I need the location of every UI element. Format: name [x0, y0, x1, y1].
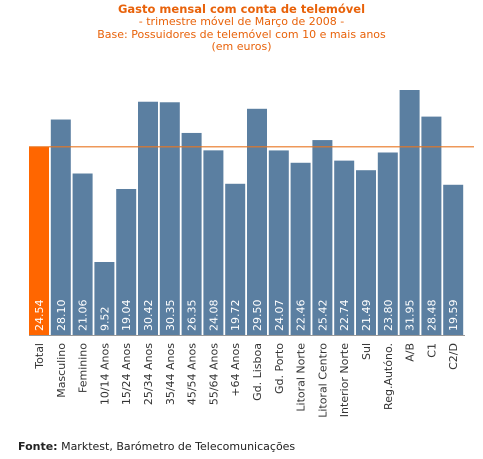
bar-value-label-6: 30.35 — [164, 300, 177, 332]
category-label-14: Interior Norte — [338, 343, 351, 417]
bar-value-label-19: 19.59 — [447, 300, 460, 332]
bar-3 — [94, 261, 115, 335]
bar-value-label-10: 29.50 — [251, 300, 264, 332]
bar-6 — [159, 102, 180, 336]
bar-4 — [116, 188, 137, 335]
bar-19 — [443, 184, 464, 335]
category-label-6: 35/44 Anos — [164, 343, 177, 405]
bar-value-label-2: 21.06 — [77, 300, 90, 332]
bar-value-label-18: 28.48 — [425, 300, 438, 332]
bar-10 — [247, 108, 267, 335]
bar-5 — [138, 101, 158, 335]
bar-1 — [50, 119, 71, 335]
bar-0 — [29, 146, 49, 335]
chart-subtitle-base: Base: Possuidores de telemóvel com 10 e … — [97, 27, 386, 41]
category-label-16: Reg.Autóno. — [382, 343, 395, 410]
bar-11 — [268, 150, 289, 335]
bar-value-label-16: 23.80 — [382, 300, 395, 332]
bar-value-label-15: 21.49 — [360, 300, 373, 332]
bar-value-label-3: 9.52 — [98, 307, 111, 332]
bar-value-label-14: 22.74 — [338, 300, 351, 332]
category-label-19: C2/D — [447, 343, 460, 370]
bar-14 — [334, 160, 355, 335]
bar-value-label-7: 26.35 — [186, 300, 199, 332]
category-label-17: A/B — [404, 343, 417, 362]
category-label-12: Litoral Norte — [295, 343, 308, 412]
category-label-0: Total — [33, 343, 46, 370]
bar-16 — [377, 152, 398, 335]
source-label: Fonte: — [18, 440, 58, 453]
bar-value-label-8: 24.08 — [207, 300, 220, 332]
bar-value-label-17: 31.95 — [404, 300, 417, 332]
category-label-1: Masculino — [55, 343, 68, 398]
bar-8 — [203, 150, 224, 335]
category-label-7: 45/54 Anos — [186, 343, 199, 405]
category-label-11: Gd. Porto — [273, 343, 286, 394]
bar-value-label-9: 19.72 — [229, 300, 242, 332]
chart-subtitle-unit: (em euros) — [211, 40, 272, 53]
category-label-4: 15/24 Anos — [120, 343, 133, 405]
category-label-18: C1 — [425, 343, 438, 358]
bar-2 — [72, 173, 93, 335]
category-label-15: Sul — [360, 343, 373, 360]
bar-15 — [356, 170, 376, 335]
category-label-8: 55/64 Anos — [207, 343, 220, 405]
category-label-10: Gd. Lisboa — [251, 343, 264, 401]
chart-titles: Gasto mensal com conta de telemóvel - tr… — [0, 3, 483, 54]
bar-9 — [225, 183, 246, 335]
bar-value-label-11: 24.07 — [273, 300, 286, 332]
bar-value-label-0: 24.54 — [33, 300, 46, 332]
bar-17 — [399, 90, 420, 335]
bar-12 — [290, 162, 311, 335]
category-label-9: +64 Anos — [229, 343, 242, 397]
bar-value-label-13: 25.42 — [316, 300, 329, 332]
source-text: Marktest, Barómetro de Telecomunicações — [61, 440, 296, 453]
bar-value-label-5: 30.42 — [142, 300, 155, 332]
bar-value-label-1: 28.10 — [55, 300, 68, 332]
category-label-13: Litoral Centro — [316, 343, 329, 418]
chart-title: Gasto mensal com conta de telemóvel — [117, 2, 366, 16]
bar-18 — [421, 116, 442, 335]
category-label-2: Feminino — [77, 343, 90, 393]
bar-7 — [181, 132, 202, 335]
bar-value-label-4: 19.04 — [120, 300, 133, 332]
chart-subtitle-period: - trimestre móvel de Março de 2008 - — [138, 15, 345, 28]
source-note: Fonte: Marktest, Barómetro de Telecomuni… — [18, 440, 295, 453]
category-label-5: 25/34 Anos — [142, 343, 155, 405]
bar-13 — [312, 140, 333, 335]
bar-value-label-12: 22.46 — [295, 300, 308, 332]
category-label-3: 10/14 Anos — [98, 343, 111, 405]
